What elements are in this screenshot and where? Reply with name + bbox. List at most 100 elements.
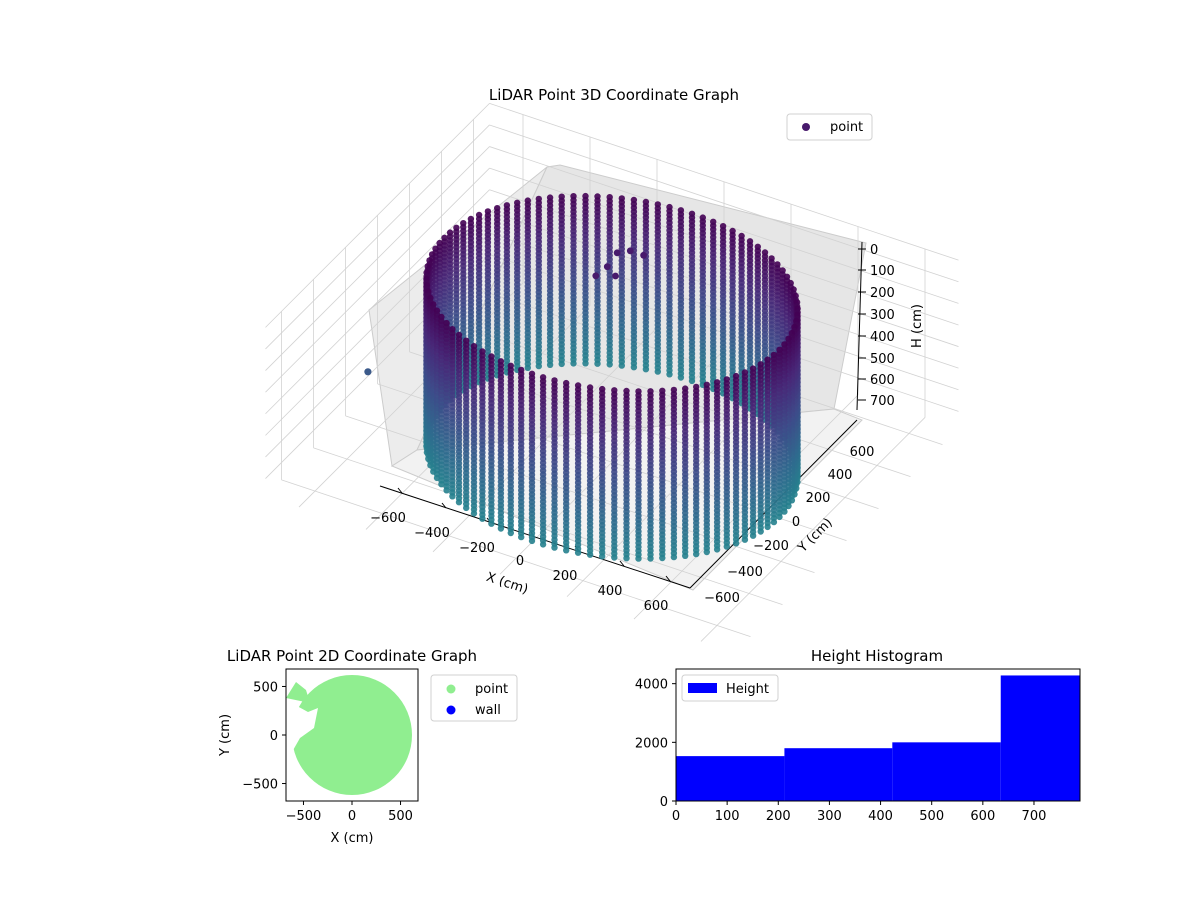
point-3d-mark [563, 547, 570, 554]
point-3d-mark [732, 540, 740, 547]
y-tick-label: 2000 [635, 736, 668, 751]
point-3d-mark [507, 529, 514, 537]
legend-3d-marker [802, 123, 810, 131]
point-3d-mark [594, 360, 601, 367]
point-3d-mark [642, 366, 650, 373]
y-tick-label: 200 [806, 491, 831, 506]
point-3d-mark [764, 523, 771, 531]
x-tick-label: 600 [644, 599, 669, 614]
point-3d-mark [713, 546, 721, 553]
grid-line [265, 103, 490, 328]
point-3d-mark [611, 554, 618, 561]
y-tick-label: 4000 [635, 678, 668, 693]
x-ticks-3d: −600 −400 −200 0 200 400 600 [370, 487, 671, 614]
x-tick-label: 400 [598, 584, 623, 599]
point-3d-mark [630, 364, 638, 371]
x-tick-label: −500 [286, 809, 322, 824]
z-tick-label: 700 [870, 394, 895, 409]
point-3d-mark [654, 368, 661, 375]
y-axis-label-2d: Y (cm) [218, 714, 233, 757]
legend-2d-point-marker [446, 684, 456, 694]
histogram-bar [676, 756, 785, 801]
y-tick-label: −600 [704, 591, 740, 606]
point-3d-mark [551, 544, 558, 551]
legend-hist-swatch [688, 683, 717, 693]
point-3d-mark [626, 247, 634, 255]
point-3d-mark [546, 361, 554, 368]
y-tick-label: 0 [270, 729, 278, 744]
point-3d-mark [592, 272, 600, 280]
point-3d-mark [659, 554, 666, 562]
x-tick-mark [665, 575, 671, 582]
histogram-bar [892, 742, 1001, 801]
point-3d-mark [599, 553, 606, 560]
x-tick-label: −200 [459, 541, 495, 556]
z-tick-label: 400 [870, 330, 895, 345]
chart-2d: LiDAR Point 2D Coordinate Graph −500 0 500… [218, 647, 518, 846]
points-3d [364, 192, 801, 562]
point-3d-mark [703, 548, 710, 556]
point-3d-mark [677, 374, 685, 381]
point-3d-mark [723, 543, 730, 550]
chart-3d-title: LiDAR Point 3D Coordinate Graph [489, 86, 739, 104]
z-tick-label: 500 [870, 352, 895, 367]
x-tick-mark [441, 502, 447, 509]
point-3d-mark [497, 525, 505, 532]
y-tick-label: 0 [792, 515, 800, 530]
x-tick-label: 700 [1022, 809, 1047, 824]
x-tick-label: 0 [672, 809, 680, 824]
point-3d-mark [757, 528, 764, 535]
scatter-2d-fragment [286, 682, 310, 703]
point-3d-mark [574, 549, 582, 556]
histogram-bar [1000, 675, 1080, 801]
legend-2d: point wall [430, 674, 518, 722]
point-3d-mark [582, 360, 589, 367]
grid-line [265, 124, 490, 350]
y-tick-label: −200 [753, 539, 789, 554]
x-tick-mark [397, 487, 403, 494]
y-tick-label: 0 [660, 795, 668, 810]
z-tick-label: 300 [870, 308, 895, 323]
x-tick-label: −400 [414, 526, 450, 541]
x-tick-label: 200 [553, 569, 578, 584]
scatter-2d-point-cloud [292, 675, 412, 795]
grid-line [489, 124, 959, 283]
point-3d-mark [606, 361, 613, 368]
point-3d-mark [586, 551, 594, 558]
x-tick-label: 400 [868, 809, 893, 824]
grid-line [265, 146, 490, 371]
legend-hist: Height [681, 674, 779, 702]
point-3d-mark [438, 481, 445, 488]
point-3d-mark [670, 553, 678, 561]
point-3d-mark [688, 377, 696, 385]
x-axis-label-3d: X (cm) [484, 570, 530, 598]
point-3d-mark [647, 555, 654, 562]
point-3d-mark [570, 360, 577, 367]
point-3d-mark [693, 550, 700, 558]
point-3d-mark [463, 504, 470, 512]
point-3d-mark [470, 510, 478, 517]
point-3d-mark [635, 555, 642, 562]
point-3d-mark [449, 493, 456, 500]
x-axis-label-2d: X (cm) [331, 831, 374, 846]
grid-line [265, 167, 490, 393]
point-3d-mark [612, 272, 619, 280]
point-3d-mark [640, 251, 647, 259]
x-tick-label: 500 [388, 809, 413, 824]
grid-line [265, 189, 490, 415]
point-3d-outlier-mark [364, 368, 372, 376]
legend-2d-wall-marker [446, 705, 456, 715]
x-tick-label: 300 [817, 809, 842, 824]
scatter-2d-plot [286, 675, 412, 795]
point-3d-mark [558, 360, 565, 368]
y-tick-label: −400 [727, 565, 763, 580]
point-3d-mark [682, 552, 689, 559]
chart-3d: LiDAR Point 3D Coordinate Graph −600 −400… [265, 86, 959, 642]
point-3d-mark [539, 541, 547, 548]
point-3d-mark [741, 536, 749, 543]
legend-3d-label: point [830, 120, 863, 135]
point-3d-mark [776, 513, 783, 521]
legend-2d-point-label: point [475, 682, 508, 697]
point-3d-mark [535, 362, 542, 370]
x-tick-mark [619, 560, 625, 567]
